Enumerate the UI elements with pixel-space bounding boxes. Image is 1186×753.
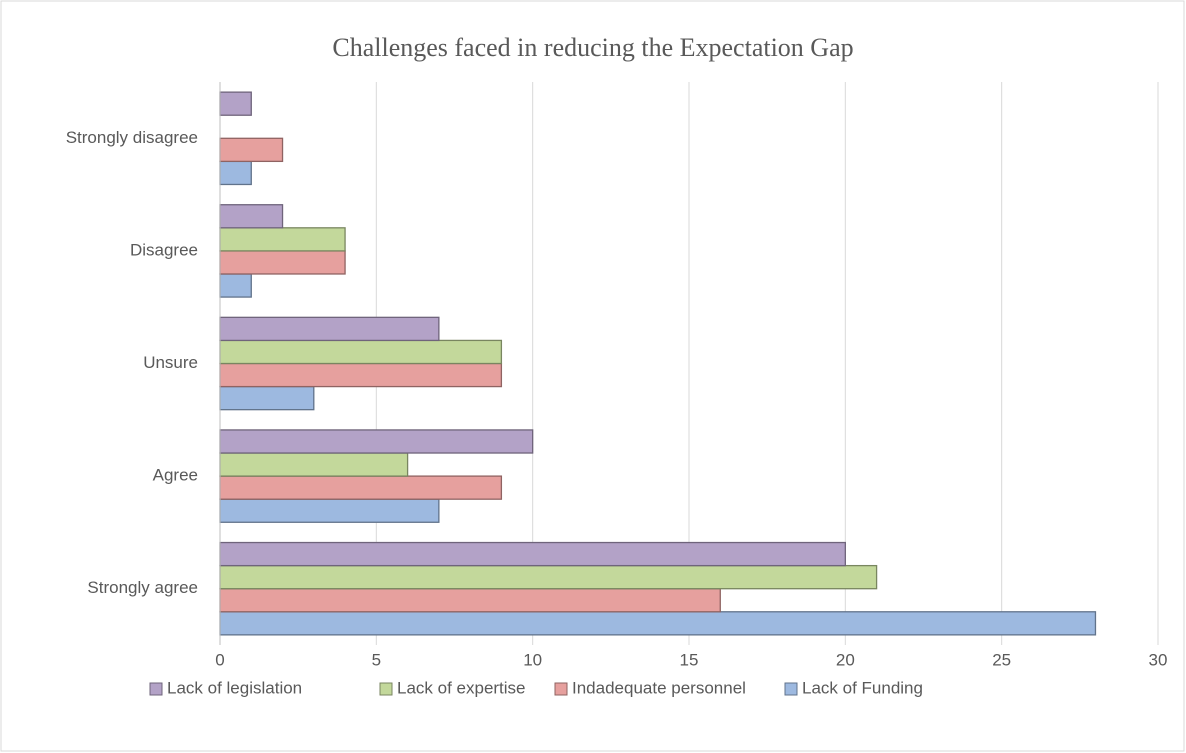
bar [219,204,284,229]
legend-swatch [379,682,393,696]
bar [219,564,878,590]
bar [219,91,252,116]
bar [219,316,440,342]
bar [219,250,346,275]
bar [219,385,315,411]
bar [219,362,503,388]
bar [219,475,503,500]
y-tick-label: Strongly agree [87,578,198,597]
x-tick-label: 0 [215,650,224,669]
x-tick-label: 10 [523,650,542,669]
bar [219,273,252,298]
y-tick-label: Agree [153,466,198,485]
bar [219,498,440,523]
bar [219,137,284,163]
legend-label: Indadequate personnel [572,678,746,697]
legend-swatch [554,682,568,696]
bar [219,611,1097,636]
bar [219,160,252,186]
bar [219,541,846,567]
bar [219,452,409,477]
legend-swatch [149,682,163,696]
x-tick-label: 15 [680,650,699,669]
legend-label: Lack of legislation [167,678,302,697]
x-tick-label: 30 [1149,650,1168,669]
legend-swatch [784,682,798,696]
bar [219,339,503,365]
bar [219,588,721,613]
bar [219,429,534,454]
legend-label: Lack of expertise [397,678,526,697]
legend-label: Lack of Funding [802,678,923,697]
x-tick-label: 20 [836,650,855,669]
y-tick-label: Strongly disagree [66,128,198,147]
y-tick-label: Unsure [143,353,198,372]
bar [219,227,346,252]
chart-title: Challenges faced in reducing the Expecta… [332,33,853,62]
x-tick-label: 25 [992,650,1011,669]
x-tick-label: 5 [372,650,381,669]
y-tick-label: Disagree [130,240,198,259]
